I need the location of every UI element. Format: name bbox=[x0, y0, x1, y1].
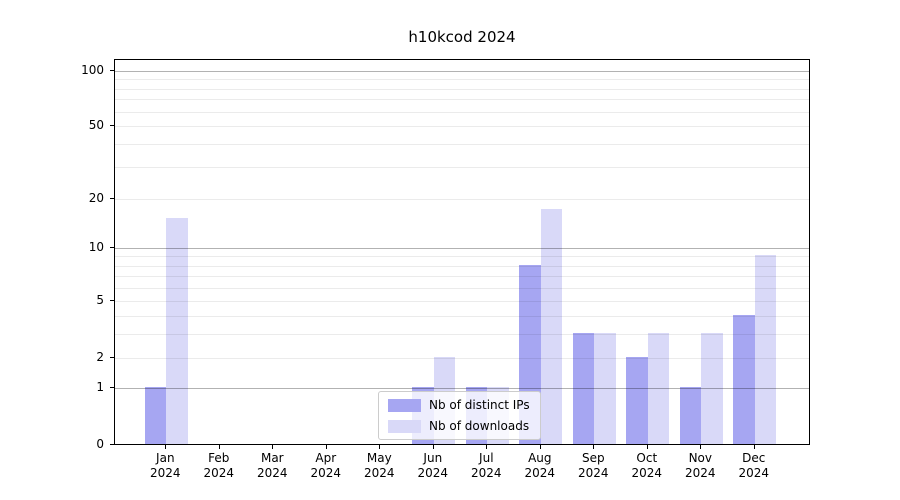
y-tick-mark bbox=[110, 247, 114, 248]
gridline-major bbox=[115, 71, 809, 72]
gridline-minor bbox=[115, 111, 809, 113]
x-tick-label: Mar 2024 bbox=[257, 451, 288, 480]
x-tick-label: Feb 2024 bbox=[203, 451, 235, 480]
y-tick-label: 50 bbox=[88, 118, 104, 132]
x-tick-label: Apr 2024 bbox=[310, 451, 342, 480]
y-tick-mark bbox=[110, 356, 114, 358]
legend-swatch-downloads bbox=[388, 419, 421, 433]
gridline-minor bbox=[115, 126, 809, 127]
y-tick-label: 10 bbox=[88, 240, 104, 254]
y-tick-label: 1 bbox=[96, 380, 104, 394]
x-tick-mark bbox=[325, 445, 327, 449]
x-tick-mark bbox=[700, 445, 702, 449]
legend-swatch-distinct-ips bbox=[388, 398, 421, 412]
bar-distinct-ips-jan bbox=[144, 387, 167, 444]
gridline-minor bbox=[115, 265, 809, 267]
bar-downloads-aug bbox=[540, 209, 563, 444]
bar-downloads-oct bbox=[647, 333, 670, 444]
gridline-minor bbox=[115, 315, 809, 317]
legend: Nb of distinct IPs Nb of downloads bbox=[378, 391, 541, 440]
x-tick-mark bbox=[486, 445, 488, 449]
legend-label-downloads: Nb of downloads bbox=[429, 419, 530, 433]
y-tick-mark bbox=[110, 70, 114, 71]
gridline-minor bbox=[115, 166, 809, 168]
bar-distinct-ips-sep bbox=[572, 333, 595, 444]
x-tick-label: Aug 2024 bbox=[524, 451, 556, 480]
gridline-minor bbox=[115, 301, 809, 302]
x-tick-label: Sep 2024 bbox=[578, 451, 609, 480]
bar-distinct-ips-nov bbox=[679, 387, 702, 444]
y-tick-mark bbox=[110, 197, 114, 199]
x-tick-mark bbox=[165, 445, 167, 449]
bar-downloads-sep bbox=[594, 333, 616, 444]
legend-item-distinct-ips: Nb of distinct IPs bbox=[388, 398, 530, 412]
bar-downloads-jan bbox=[166, 218, 188, 444]
x-tick-mark bbox=[432, 445, 434, 449]
y-tick-label: 2 bbox=[96, 349, 104, 364]
x-tick-label: Jan 2024 bbox=[150, 451, 181, 480]
x-tick-label: May 2024 bbox=[364, 451, 395, 480]
x-tick-label: Nov 2024 bbox=[685, 451, 716, 480]
gridline-minor bbox=[115, 99, 809, 101]
x-tick-label: Jun 2024 bbox=[417, 451, 449, 480]
y-tick-label: 0 bbox=[96, 437, 104, 451]
y-tick-mark bbox=[110, 125, 114, 126]
gridline-minor bbox=[115, 143, 809, 145]
x-tick-mark bbox=[646, 445, 648, 449]
x-tick-mark bbox=[379, 445, 381, 449]
y-tick-mark bbox=[110, 444, 114, 445]
x-tick-mark bbox=[272, 445, 274, 449]
gridline-major bbox=[115, 388, 809, 389]
y-tick-label: 5 bbox=[96, 293, 104, 307]
gridline-minor bbox=[115, 275, 809, 277]
y-tick-mark bbox=[110, 300, 114, 301]
x-tick-label: Dec 2024 bbox=[738, 451, 770, 480]
bar-downloads-nov bbox=[701, 333, 723, 444]
chart-title: h10kcod 2024 bbox=[408, 28, 516, 46]
bar-distinct-ips-dec bbox=[733, 314, 755, 444]
gridline-minor bbox=[115, 79, 809, 81]
x-tick-mark bbox=[753, 445, 755, 449]
gridline-major bbox=[115, 248, 809, 249]
x-tick-mark bbox=[593, 445, 595, 449]
legend-item-downloads: Nb of downloads bbox=[388, 419, 530, 433]
bar-downloads-dec bbox=[754, 255, 777, 444]
x-tick-mark bbox=[539, 445, 541, 449]
x-tick-label: Oct 2024 bbox=[631, 451, 663, 480]
x-tick-mark bbox=[218, 445, 220, 449]
gridline-minor bbox=[115, 88, 809, 90]
gridline-minor bbox=[115, 287, 809, 289]
gridline-minor bbox=[115, 334, 809, 336]
bar-distinct-ips-oct bbox=[626, 356, 648, 444]
y-tick-mark bbox=[110, 387, 114, 388]
legend-label-distinct-ips: Nb of distinct IPs bbox=[429, 398, 530, 412]
y-tick-label: 100 bbox=[81, 63, 104, 77]
gridline-minor bbox=[115, 256, 809, 258]
y-tick-label: 20 bbox=[88, 190, 104, 205]
gridline-minor bbox=[115, 198, 809, 200]
gridline-minor bbox=[115, 357, 809, 359]
plot-area bbox=[114, 59, 810, 445]
x-tick-label: Jul 2024 bbox=[471, 451, 502, 480]
